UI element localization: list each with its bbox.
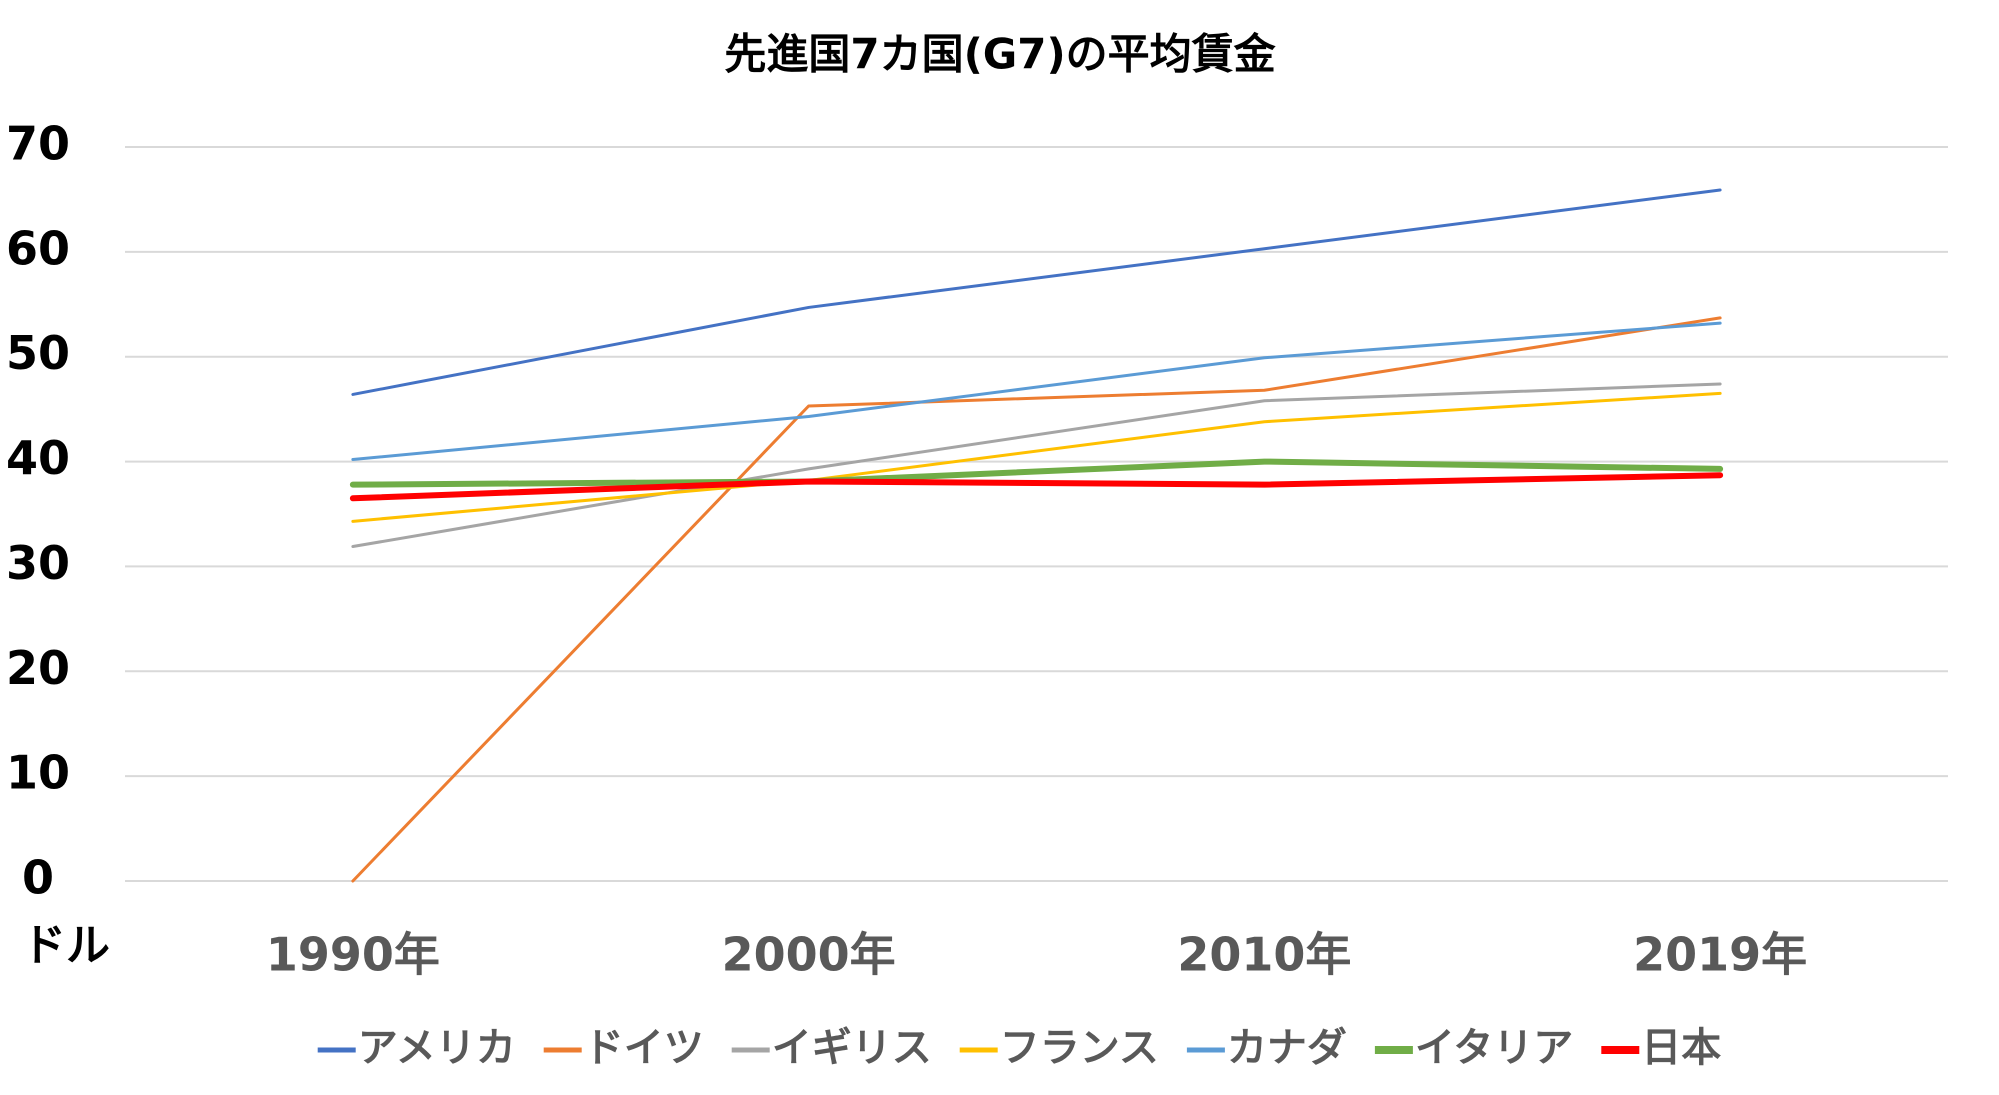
legend-label: カナダ bbox=[1227, 1025, 1347, 1071]
chart-title: 先進国7カ国(G7)の平均賃金 bbox=[724, 30, 1276, 79]
legend-item: アメリカ bbox=[317, 1025, 516, 1071]
y-tick-label: 60 bbox=[6, 221, 70, 275]
y-tick-label: 50 bbox=[6, 326, 70, 380]
y-tick-label: 20 bbox=[6, 641, 70, 695]
x-tick-label: 2019年 bbox=[1633, 928, 1807, 982]
series-line bbox=[349, 472, 1724, 502]
legend-item: ドイツ bbox=[543, 1025, 704, 1071]
series-line bbox=[351, 321, 1722, 461]
series-line bbox=[351, 188, 1722, 396]
legend-label: 日本 bbox=[1641, 1025, 1721, 1071]
series-line bbox=[351, 316, 1722, 883]
y-axis-label: ドル bbox=[22, 920, 110, 971]
x-tick-label: 2000年 bbox=[722, 928, 896, 982]
x-tick-label: 2010年 bbox=[1177, 928, 1351, 982]
series-line bbox=[351, 391, 1722, 523]
series-line bbox=[351, 382, 1722, 549]
legend-item: イギリス bbox=[731, 1025, 932, 1071]
legend-item: 日本 bbox=[1601, 1025, 1721, 1071]
y-tick-label: 70 bbox=[6, 117, 70, 171]
series-line bbox=[349, 458, 1724, 488]
x-tick-label: 1990年 bbox=[266, 928, 440, 982]
legend-label: イタリア bbox=[1415, 1025, 1573, 1071]
y-tick-label: 10 bbox=[6, 746, 70, 800]
y-tick-label: 0 bbox=[22, 851, 54, 905]
y-tick-label: 40 bbox=[6, 431, 70, 485]
legend-label: ドイツ bbox=[584, 1025, 704, 1071]
legend-item: イタリア bbox=[1374, 1025, 1573, 1071]
y-tick-label: 30 bbox=[6, 536, 70, 590]
legend-item: フランス bbox=[959, 1025, 1159, 1071]
legend-label: フランス bbox=[1000, 1025, 1159, 1071]
legend-item: カナダ bbox=[1186, 1025, 1347, 1071]
legend-label: アメリカ bbox=[358, 1025, 516, 1071]
legend-label: イギリス bbox=[772, 1025, 932, 1071]
